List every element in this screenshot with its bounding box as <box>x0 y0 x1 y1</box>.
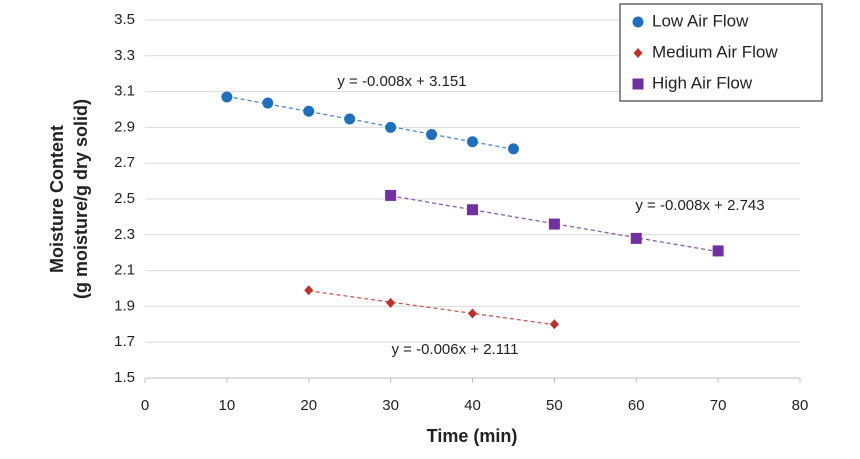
x-tick-label: 10 <box>219 397 236 414</box>
x-tick-label: 20 <box>300 397 317 414</box>
trendline-equation: y = -0.008x + 2.743 <box>635 197 764 214</box>
y-tick-label: 1.5 <box>114 369 135 386</box>
legend-marker <box>632 16 644 28</box>
x-tick-label: 30 <box>382 397 399 414</box>
point <box>468 308 477 319</box>
point <box>386 297 396 308</box>
y-tick-label: 3.5 <box>114 11 135 28</box>
point <box>549 319 559 330</box>
y-axis-title-line: Moisture Content <box>47 125 67 273</box>
point <box>467 204 478 216</box>
y-tick-label: 1.7 <box>114 333 135 350</box>
legend: Low Air Flow Medium Air Flow High Air Flow <box>619 3 823 102</box>
y-tick-label: 2.1 <box>114 262 135 279</box>
y-tick-label: 2.5 <box>114 190 135 207</box>
point <box>262 97 274 109</box>
point <box>344 113 356 125</box>
point <box>304 285 314 296</box>
trendline <box>308 290 555 326</box>
legend-box <box>619 3 823 102</box>
trendline-equation: y = -0.006x + 2.111 <box>391 341 518 358</box>
y-axis-title: Moisture Content (g moisture/g dry solid… <box>47 99 91 299</box>
point <box>303 105 315 117</box>
trendline <box>390 195 719 253</box>
y-axis-title-line: (g moisture/g dry solid) <box>71 99 91 299</box>
legend-marker <box>633 48 643 58</box>
x-tick-label: 0 <box>141 397 149 414</box>
x-tick-label: 40 <box>464 397 481 414</box>
x-tick-label: 80 <box>792 397 809 414</box>
point <box>507 143 519 155</box>
y-tick-label: 3.3 <box>114 47 135 64</box>
point <box>548 218 560 230</box>
y-tick-label: 2.9 <box>114 118 135 135</box>
legend-marker <box>632 78 644 90</box>
x-tick-label: 70 <box>710 397 727 414</box>
point <box>630 232 642 244</box>
trendline-equation: y = -0.008x + 3.151 <box>337 73 466 90</box>
point <box>467 136 478 148</box>
legend-label: High Air Flow <box>652 73 753 92</box>
point <box>221 91 233 103</box>
y-tick-label: 3.1 <box>114 83 135 100</box>
y-tick-label: 2.3 <box>114 226 135 243</box>
x-tick-label: 50 <box>546 397 563 414</box>
legend-label: Medium Air Flow <box>652 42 778 61</box>
legend-label: Low Air Flow <box>652 11 749 30</box>
x-axis-title: Time (min) <box>427 426 518 446</box>
point <box>712 245 724 257</box>
x-tick-label: 60 <box>628 397 645 414</box>
y-tick-label: 2.7 <box>114 154 135 171</box>
y-tick-label: 1.9 <box>114 297 135 314</box>
point <box>426 129 438 141</box>
point <box>385 121 397 133</box>
point <box>385 189 397 201</box>
